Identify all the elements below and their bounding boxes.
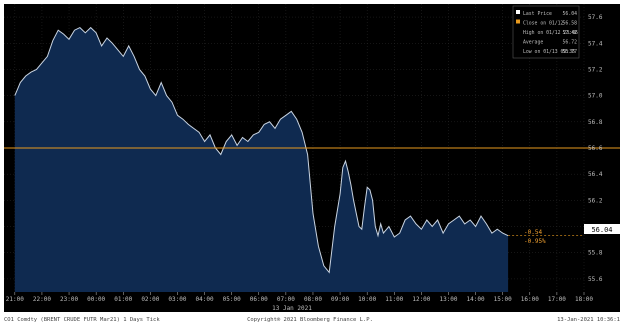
legend-label: Low on 01/13 09:36 [523, 49, 575, 55]
legend-label: High on 01/12 23:06 [523, 30, 578, 36]
x-axis-panel [4, 292, 620, 312]
x-tick-label: 02:00 [141, 296, 159, 303]
legend-value: 56.04 [563, 11, 578, 17]
y-tick-label: 57.2 [588, 66, 603, 73]
x-tick-label: 14:00 [467, 296, 485, 303]
last-price-value: 56.04 [591, 226, 612, 234]
legend-box [512, 5, 580, 59]
x-tick-label: 22:00 [33, 296, 51, 303]
price-line [14, 26, 509, 274]
y-tick-label: 55.6 [588, 276, 603, 283]
y-tick-label: 56.2 [588, 197, 603, 204]
x-tick-label: 12:00 [412, 296, 430, 303]
x-tick-label: 06:00 [250, 296, 268, 303]
legend-value: 55.77 [563, 49, 578, 55]
legend: Last Price 56.04 Close on 01/12 56.58 High o… [512, 5, 580, 59]
footer-copyright: Copyright® 2021 Bloomberg Finance L.P. [247, 317, 373, 323]
x-tick-label: 07:00 [277, 296, 295, 303]
x-axis-ticks: 21:00 22:00 23:00 00:00 01:00 02:00 03:00 04:00… [6, 292, 593, 303]
x-tick-label: 00:00 [87, 296, 105, 303]
footer-security: CO1 Comdty (BRENT CRUDE FUTR Mar21) 1 Da… [4, 317, 160, 323]
x-tick-label: 17:00 [548, 296, 566, 303]
date-label: 13 Jan 2021 [272, 305, 312, 312]
x-tick-label: 23:00 [60, 296, 78, 303]
x-tick-label: 16:00 [521, 296, 539, 303]
x-tick-label: 01:00 [114, 296, 132, 303]
last-price-box [584, 224, 620, 234]
x-tick-label: 03:00 [168, 296, 186, 303]
y-tick-label: 55.8 [588, 250, 603, 257]
x-tick-label: 13:00 [439, 296, 457, 303]
legend-value: 56.58 [563, 21, 578, 27]
x-tick-label: 04:00 [196, 296, 214, 303]
x-tick-label: 10:00 [358, 296, 376, 303]
y-tick-label: 57.6 [588, 14, 603, 21]
legend-value: 56.72 [563, 40, 578, 46]
y-axis-panel [584, 4, 620, 312]
footer-timestamp: 13-Jan-2021 10:36:1 [557, 317, 620, 323]
y-tick-label: 56.8 [588, 119, 603, 126]
x-tick-label: 21:00 [6, 296, 24, 303]
legend-label: Last Price [523, 11, 552, 17]
y-tick-label: 57.0 [588, 93, 603, 100]
x-tick-label: 11:00 [385, 296, 403, 303]
change-value: -0.54 [524, 229, 542, 236]
x-tick-label: 15:00 [494, 296, 512, 303]
x-tick-label: 05:00 [223, 296, 241, 303]
last-price-marker: 56.04 [584, 224, 620, 234]
legend-swatch [516, 10, 520, 14]
legend-swatch [516, 19, 520, 24]
x-tick-label: 08:00 [304, 296, 322, 303]
legend-label: Close on 01/12 [523, 21, 564, 27]
y-tick-label: 56.4 [588, 171, 603, 178]
x-tick-label: 09:00 [331, 296, 349, 303]
legend-value: 57.42 [563, 30, 578, 36]
change-percent: -0.95% [524, 238, 546, 245]
footer-bar [0, 312, 624, 324]
y-tick-label: 57.4 [588, 40, 603, 47]
price-area [14, 27, 509, 292]
legend-label: Average [523, 40, 543, 46]
x-tick-label: 18:00 [575, 296, 593, 303]
y-tick-label: 56.6 [588, 145, 603, 152]
